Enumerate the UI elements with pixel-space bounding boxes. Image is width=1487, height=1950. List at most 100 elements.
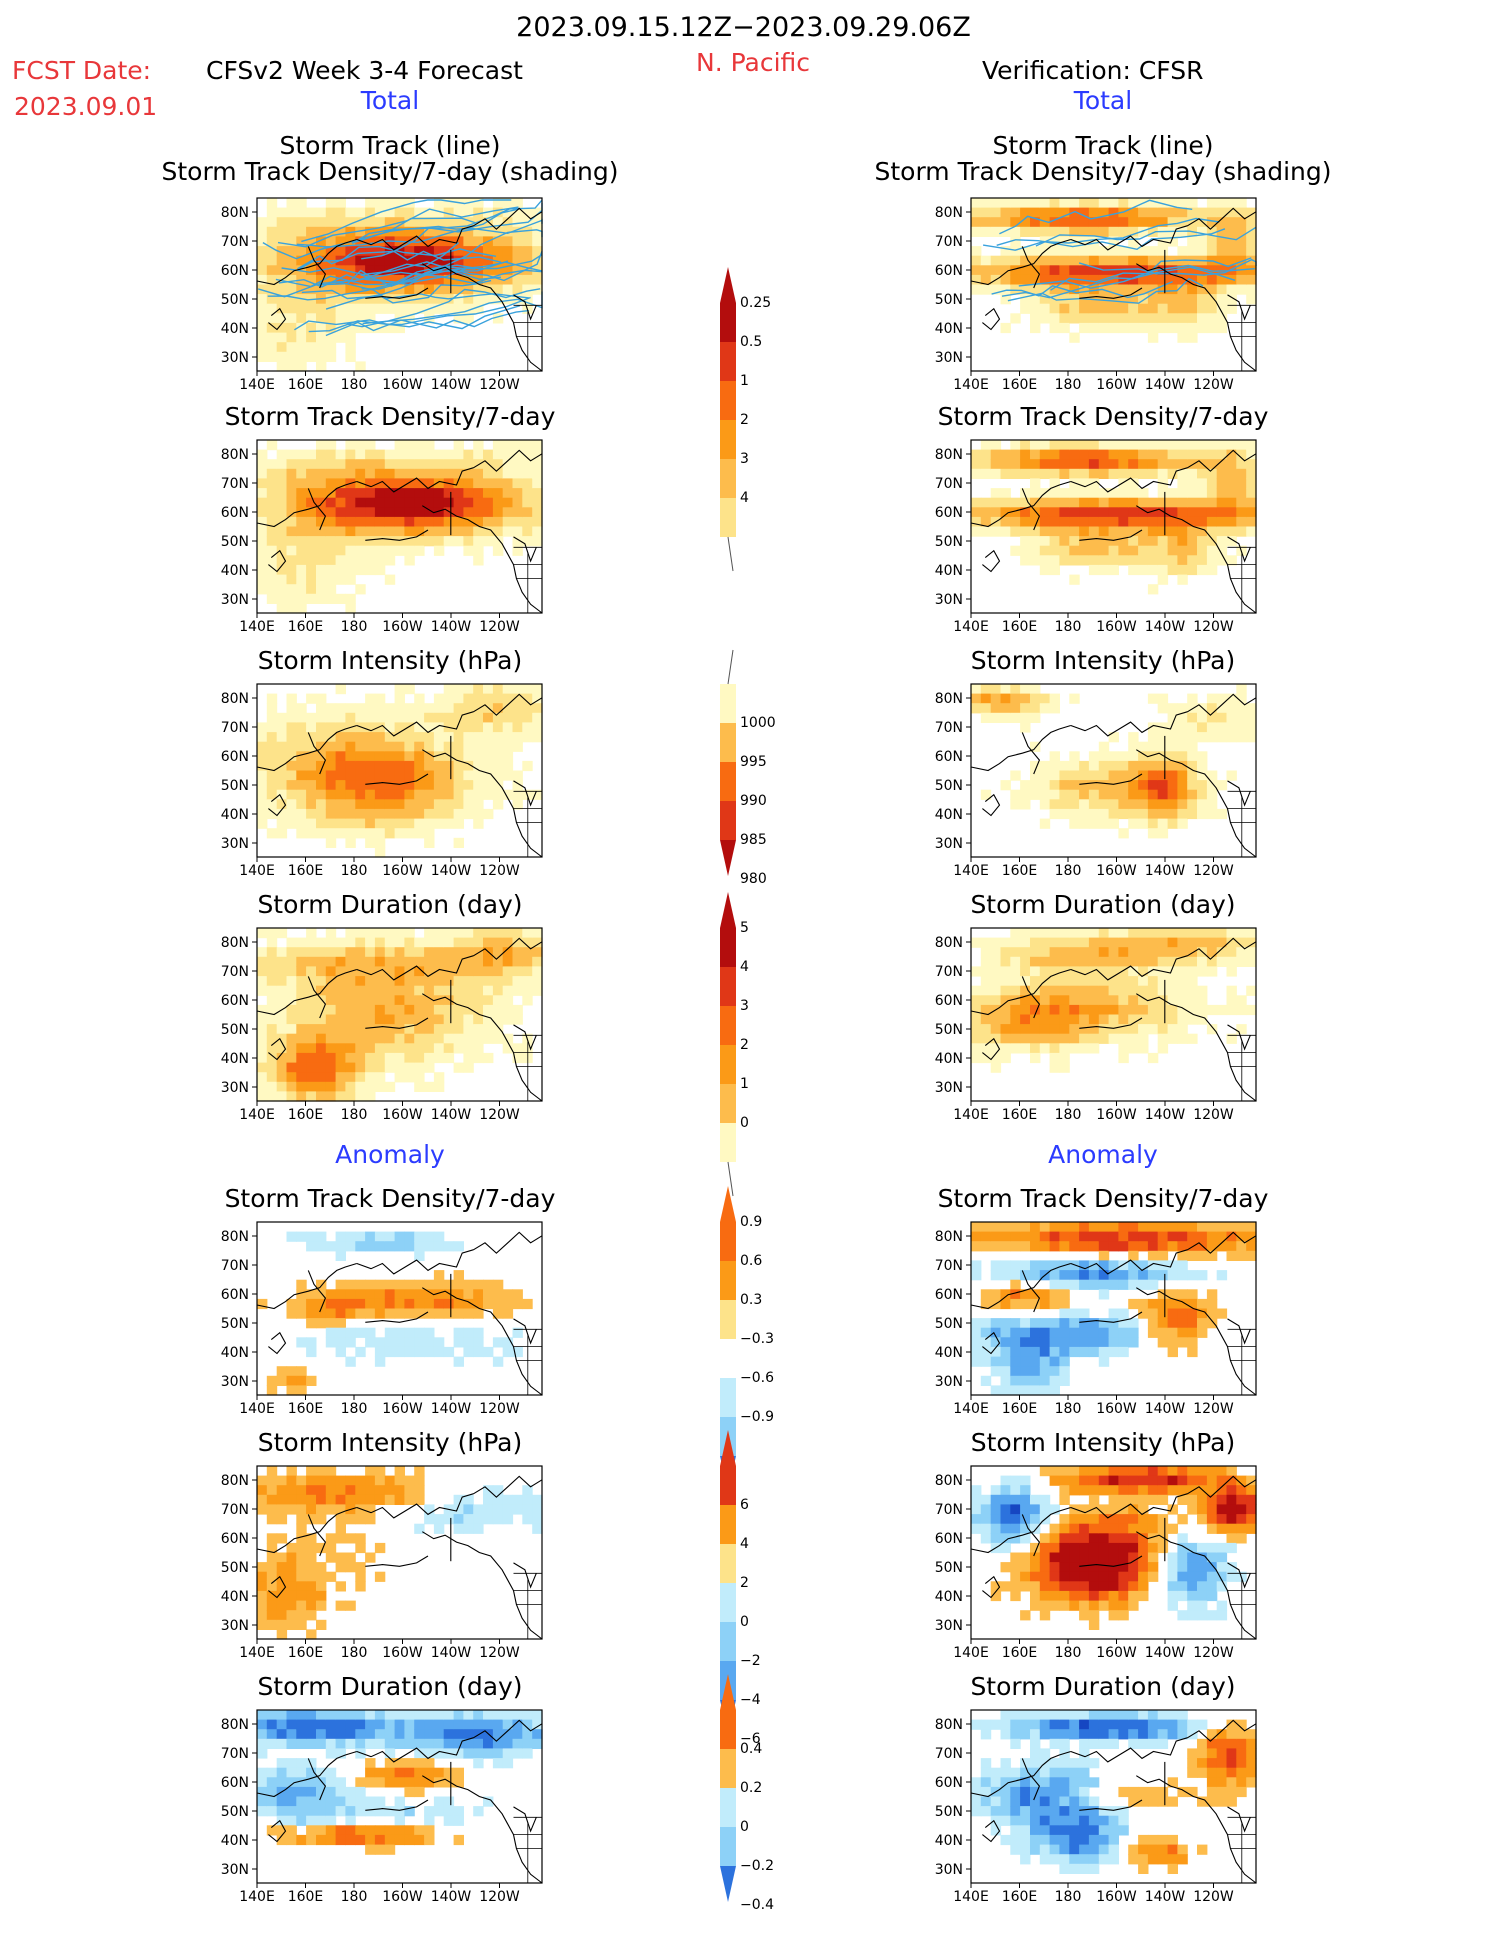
heatmap-cell: [414, 449, 425, 460]
heatmap-cell: [1206, 1231, 1218, 1242]
heatmap-cell: [1108, 1004, 1119, 1016]
heatmap-cell: [492, 459, 504, 470]
heatmap-cell: [453, 712, 464, 723]
heatmap-cell: [404, 722, 415, 733]
heatmap-cell: [374, 1475, 386, 1486]
colorbar-arrow-top: [720, 1430, 736, 1466]
heatmap-cell: [522, 985, 533, 996]
heatmap-cell: [443, 937, 455, 948]
heatmap-cell: [1079, 1043, 1090, 1054]
heatmap-cell: [522, 246, 533, 257]
heatmap-cell: [1177, 1014, 1188, 1025]
heatmap-cell: [286, 732, 297, 743]
heatmap-cell: [1010, 1346, 1021, 1358]
heatmap-cell: [414, 1825, 425, 1836]
heatmap-cell: [325, 468, 337, 479]
lat-tick-label: 70N: [221, 234, 249, 250]
lat-tick-label: 40N: [221, 1051, 249, 1067]
heatmap-cell: [286, 1385, 297, 1396]
heatmap-cell: [1049, 947, 1060, 958]
coastline: [970, 937, 1257, 1102]
heatmap-cell: [345, 1825, 356, 1836]
heatmap-cell: [1000, 976, 1011, 987]
heatmap-cell: [345, 741, 356, 752]
heatmap-cell: [1118, 1610, 1129, 1621]
heatmap-cell: [1246, 526, 1257, 537]
heatmap-cell: [1157, 1494, 1169, 1505]
heatmap-cell: [1059, 1600, 1070, 1611]
heatmap-cell: [1157, 497, 1169, 508]
heatmap-cell: [365, 1796, 376, 1807]
heatmap-cell: [345, 1024, 356, 1035]
lat-tick-label: 40N: [221, 1345, 249, 1361]
heatmap-cell: [374, 1356, 386, 1367]
heatmap-cell: [1108, 236, 1119, 247]
heatmap-cell: [316, 770, 327, 781]
heatmap-cell: [345, 440, 356, 451]
heatmap-cell: [1206, 1562, 1218, 1573]
heatmap-cell: [1177, 1270, 1188, 1281]
heatmap-cell: [325, 1475, 337, 1486]
heatmap-cell: [1157, 732, 1169, 743]
heatmap-cell: [325, 1091, 337, 1102]
heatmap-cell: [1197, 966, 1208, 977]
heatmap-cell: [316, 808, 327, 820]
heatmap-cell: [345, 564, 356, 576]
heatmap-cell: [1098, 760, 1110, 772]
heatmap-cell: [1167, 1504, 1178, 1515]
heatmap-cell: [424, 985, 435, 996]
heatmap-cell: [1206, 274, 1218, 286]
heatmap-cell: [512, 440, 523, 451]
heatmap-cell: [266, 1533, 278, 1544]
heatmap-cell: [384, 1719, 396, 1730]
heatmap-cell: [443, 780, 455, 791]
heatmap-cell: [1108, 1504, 1119, 1515]
heatmap-cell: [306, 236, 317, 247]
heatmap-cell: [1030, 947, 1041, 958]
storm-track: [301, 279, 492, 304]
heatmap-cell: [1088, 995, 1100, 1006]
heatmap-cell: [1049, 693, 1060, 704]
heatmap-cell: [276, 593, 288, 604]
lon-tick-label: 160W: [1096, 377, 1137, 393]
heatmap-cell: [512, 966, 523, 977]
heatmap-cell: [355, 526, 366, 537]
heatmap-cell: [492, 1033, 504, 1044]
heatmap-cell: [1020, 255, 1031, 266]
heatmap-cell: [345, 789, 356, 800]
heatmap-cell: [1187, 780, 1198, 791]
heatmap-cell: [1206, 1475, 1218, 1486]
heatmap-cell: [424, 226, 435, 237]
heatmap-cell: [296, 770, 307, 781]
heatmap-cell: [473, 440, 484, 451]
heatmap-cell: [335, 1327, 346, 1338]
heatmap-cell: [990, 1504, 1002, 1515]
heatmap-cell: [1000, 1504, 1011, 1515]
heatmap-cell: [286, 226, 297, 237]
heatmap-cell: [1020, 226, 1031, 237]
heatmap-cell: [1226, 440, 1237, 451]
heatmap-cell: [355, 497, 366, 508]
heatmap-cell: [443, 760, 455, 772]
heatmap-cell: [424, 255, 435, 266]
heatmap-cell: [296, 1767, 307, 1778]
heatmap-cell: [1138, 1786, 1149, 1798]
heatmap-cell: [335, 808, 346, 820]
heatmap-cell: [266, 828, 278, 839]
heatmap-cell: [365, 1504, 376, 1515]
heatmap-cell: [1226, 488, 1237, 499]
lon-tick-label: 140W: [1145, 619, 1186, 635]
heatmap-cell: [1187, 1767, 1198, 1778]
heatmap-cell: [1000, 459, 1011, 470]
heatmap-cell: [1226, 1562, 1237, 1573]
heatmap-cell: [463, 449, 474, 460]
lat-tick-label: 60N: [935, 993, 963, 1009]
heatmap-cell: [1138, 789, 1149, 800]
heatmap-cell: [424, 703, 435, 714]
heatmap-cell: [306, 555, 317, 566]
heatmap-cell: [532, 526, 543, 537]
heatmap-cell: [335, 1279, 346, 1290]
heatmap-cell: [345, 1719, 356, 1730]
heatmap-cell: [1020, 1710, 1031, 1721]
heatmap-cell: [1177, 1533, 1188, 1544]
